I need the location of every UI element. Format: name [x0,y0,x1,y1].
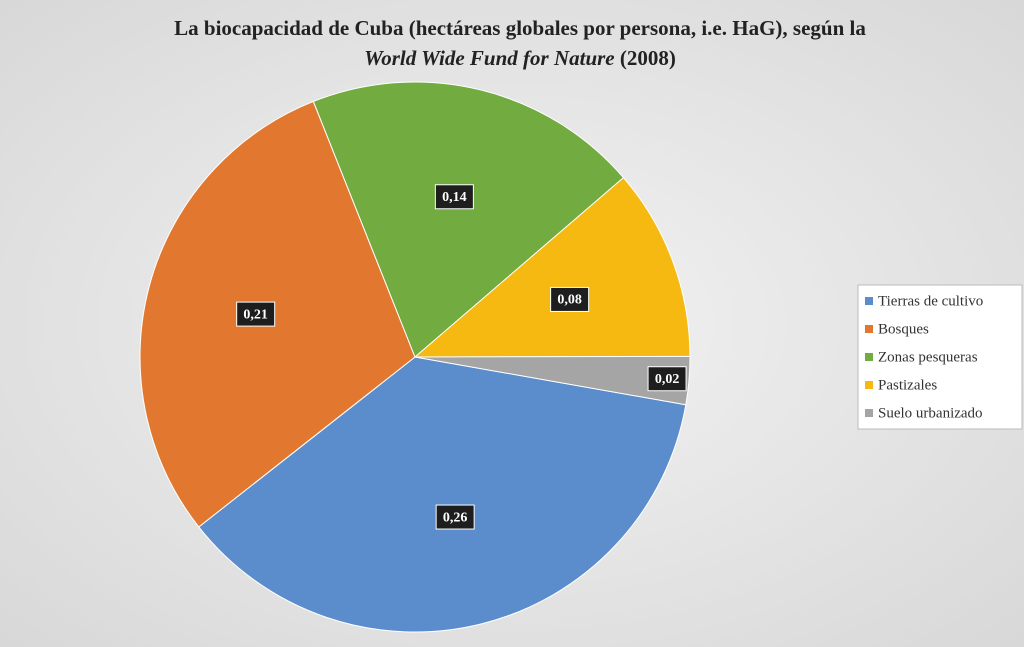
label-box [550,286,590,312]
pie-slice [139,100,416,528]
pie [139,81,691,633]
legend-swatch [865,297,873,305]
pie-slice [413,176,691,358]
data-labels: 0,26 0,21 0,14 0,08 0,02 [236,184,687,530]
data-label: 0,26 [443,510,468,525]
legend-label: Zonas pesqueras [878,349,978,365]
legend-label: Tierras de cultivo [878,293,983,309]
title-year: (2008) [620,46,676,70]
legend-label: Bosques [878,321,929,337]
legend-box [857,284,1023,430]
label-box [434,184,474,210]
chart-subtitle: World Wide Fund for Nature (2008) [364,46,676,70]
legend-swatch [865,353,873,361]
legend-label: Suelo urbanizado [878,405,983,421]
data-label: 0,21 [243,307,268,322]
data-label: 0,08 [557,293,582,308]
label-box [435,504,475,530]
legend-swatch [865,325,873,333]
pie-slice [414,355,691,406]
pie-slice [312,81,625,358]
chart-title: La biocapacidad de Cuba (hectáreas globa… [174,16,866,40]
legend-label: Pastizales [878,377,937,393]
pie-slice [198,356,687,633]
title-source: World Wide Fund for Nature [364,46,615,70]
data-label: 0,02 [655,372,680,387]
data-label: 0,14 [442,190,467,205]
legend-swatch [865,409,873,417]
legend: Tierras de cultivo Bosques Zonas pesqueras… [857,284,1023,430]
legend-swatch [865,381,873,389]
label-box [647,366,687,392]
label-box [236,301,276,327]
